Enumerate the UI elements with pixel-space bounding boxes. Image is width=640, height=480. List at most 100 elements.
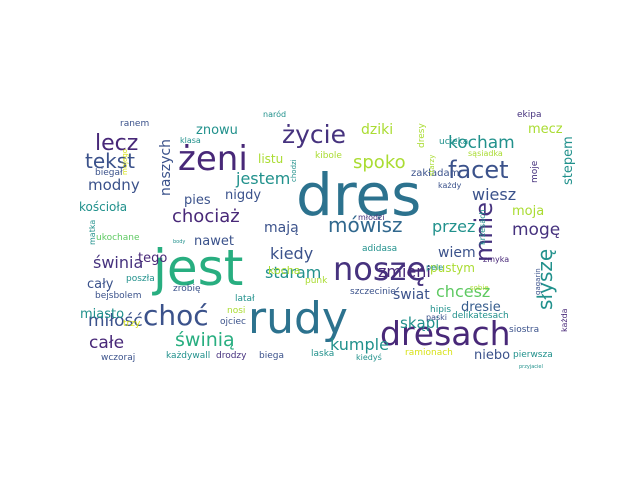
cloud-word: staram — [265, 263, 321, 282]
cloud-word: noszę — [333, 250, 426, 288]
cloud-word: facet — [448, 156, 509, 184]
cloud-word: poszła — [126, 274, 155, 284]
cloud-word: chodzi — [290, 159, 298, 182]
cloud-word: delikatesach — [452, 311, 509, 321]
cloud-word: sąsiadka — [468, 149, 503, 158]
cloud-word: stepem — [561, 136, 576, 185]
cloud-word: drodzy — [216, 351, 247, 361]
cloud-word: zmieni — [378, 262, 431, 281]
cloud-word: rudy — [248, 293, 348, 344]
cloud-word: spoko — [353, 152, 406, 173]
cloud-word: mówisz — [328, 213, 403, 237]
cloud-word: całe — [89, 333, 124, 353]
cloud-word: młodzi — [358, 213, 384, 222]
cloud-word: dresy — [417, 123, 427, 148]
cloud-word: klasa — [180, 136, 201, 145]
cloud-word: wiesz — [472, 185, 516, 204]
cloud-word: kocham — [448, 133, 515, 153]
cloud-word: ukochane — [96, 233, 140, 243]
cloud-word: choć — [143, 299, 209, 332]
cloud-word: krzesach — [478, 209, 487, 245]
cloud-word: mogę — [512, 220, 560, 240]
cloud-word: zrobię — [173, 284, 201, 294]
cloud-word: zmyka — [483, 255, 509, 264]
cloud-word: nosi — [227, 306, 245, 316]
cloud-word: laska — [311, 349, 334, 359]
cloud-word: słyszę — [533, 249, 557, 310]
cloud-word: moja — [512, 204, 544, 219]
cloud-word: ojciec — [220, 317, 246, 327]
cloud-word: znowu — [196, 123, 238, 138]
cloud-word: sobie — [470, 284, 489, 292]
cloud-word: wczoraj — [101, 353, 135, 363]
cloud-word: nigdy — [225, 188, 261, 203]
cloud-word: chcesz — [436, 282, 490, 301]
cloud-word: adidasa — [362, 244, 397, 254]
cloud-word: chociaż — [172, 206, 240, 227]
cloud-word: każdy — [438, 181, 462, 190]
cloud-word: dresach — [380, 314, 511, 353]
cloud-word: żeni — [178, 139, 248, 179]
cloud-word: mojego — [121, 149, 129, 175]
cloud-word: tego — [138, 251, 167, 266]
cloud-word: jest — [152, 239, 243, 297]
cloud-word: dresie — [461, 300, 501, 315]
cloud-word: punk — [305, 276, 328, 286]
cloud-word: lecz — [95, 131, 138, 156]
cloud-word: latał — [235, 294, 255, 304]
cloud-word: ekipa — [517, 110, 541, 120]
cloud-word: matka — [88, 220, 97, 245]
cloud-word: naród — [263, 109, 286, 119]
cloud-word: skąpi — [400, 314, 439, 332]
cloud-word: miłość — [88, 311, 143, 331]
cloud-word: szczecinie — [350, 287, 396, 297]
cloud-word: mecz — [528, 122, 563, 137]
cloud-word: każda — [560, 308, 569, 332]
cloud-word: pustym — [430, 261, 475, 275]
cloud-word: ranem — [120, 119, 149, 129]
cloud-word: cały — [87, 277, 114, 292]
cloud-word: mają — [264, 220, 299, 236]
cloud-word: świnia — [93, 253, 143, 272]
cloud-word: gagarin — [534, 268, 542, 295]
cloud-word: ucieka — [439, 137, 468, 147]
cloud-word: tekst — [85, 149, 135, 173]
cloud-word: starzy — [428, 155, 436, 176]
cloud-word: kościoła — [79, 200, 127, 214]
cloud-word: naszych — [158, 139, 174, 196]
cloud-word: hipis — [430, 305, 451, 315]
cloud-word: siostra — [509, 325, 539, 335]
cloud-word: nawet — [194, 234, 234, 249]
cloud-word: pies — [184, 193, 211, 208]
cloud-word: kocha — [268, 264, 300, 277]
cloud-word: kiedy — [270, 244, 313, 263]
cloud-word: jestem — [235, 169, 290, 188]
cloud-word: dres — [296, 161, 421, 229]
cloud-word: paski — [426, 313, 447, 322]
cloud-word: listu — [258, 152, 283, 166]
cloud-word: miasto — [80, 307, 124, 322]
cloud-word: świnią — [175, 329, 235, 351]
cloud-word: zakładam — [411, 168, 459, 179]
cloud-word: dziki — [361, 122, 393, 138]
cloud-word: wiem — [438, 245, 476, 261]
cloud-word: biega — [259, 351, 284, 361]
cloud-word: trzy — [123, 319, 141, 329]
cloud-word: przyjaciel — [519, 364, 543, 370]
cloud-word: mnie — [470, 202, 498, 262]
cloud-word: ramionach — [405, 348, 453, 358]
cloud-word: bejsbolem — [95, 291, 141, 301]
cloud-word: każdywall — [166, 351, 210, 361]
cloud-word: biegał — [95, 168, 123, 178]
cloud-word: niebo — [474, 348, 510, 363]
cloud-word: życie — [282, 120, 346, 149]
cloud-word: kumple — [330, 335, 389, 354]
cloud-word: kibole — [315, 151, 342, 161]
cloud-word: przez — [432, 217, 475, 236]
cloud-word: pele — [426, 263, 443, 272]
cloud-word: moje — [530, 160, 540, 183]
cloud-word: kiedyś — [356, 352, 382, 362]
cloud-word: body — [173, 239, 185, 245]
cloud-word: świat — [393, 287, 430, 303]
